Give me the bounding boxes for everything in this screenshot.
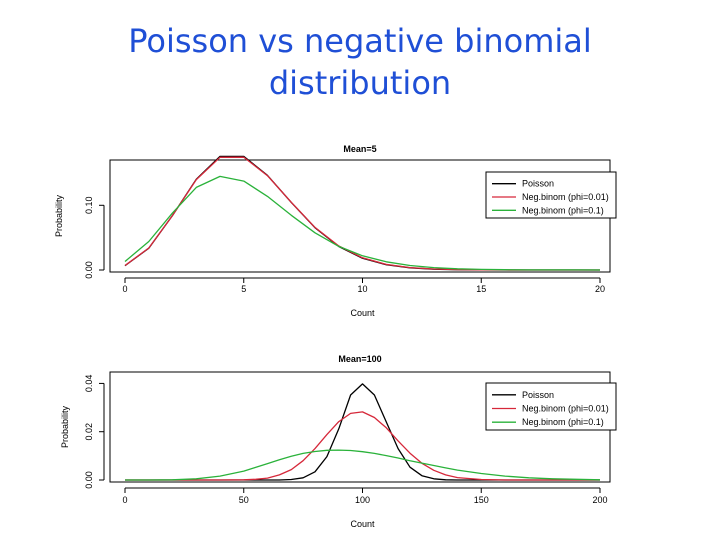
chart2-legend-label: Neg.binom (phi=0.1) <box>522 417 604 427</box>
chart1-title: Mean=5 <box>343 144 376 154</box>
chart1-legend-label: Neg.binom (phi=0.1) <box>522 205 604 215</box>
chart1-x-tick-label: 0 <box>122 284 127 294</box>
chart2-y-axis-label: Probability <box>60 405 70 448</box>
slide-title: Poisson vs negative binomial distributio… <box>0 20 720 104</box>
chart2-x-tick-label: 100 <box>355 495 370 505</box>
chart2-y-tick-label: 0.00 <box>84 471 94 489</box>
chart2-x-tick-label: 50 <box>239 495 249 505</box>
chart2-x-tick-label: 0 <box>122 495 127 505</box>
chart1-x-axis-label: Count <box>350 308 375 318</box>
chart2-y-tick-label: 0.02 <box>84 423 94 441</box>
chart1-x-tick-label: 20 <box>595 284 605 294</box>
chart2-legend-label: Neg.binom (phi=0.01) <box>522 404 609 414</box>
chart2-series-line-2 <box>125 411 600 481</box>
chart1-x-tick-label: 15 <box>476 284 486 294</box>
chart1-y-axis-label: Probability <box>54 194 64 237</box>
chart2-y-tick-label: 0.04 <box>84 375 94 393</box>
slide-title-line1: Poisson vs negative binomial <box>128 22 592 60</box>
chart2-x-axis-label: Count <box>350 519 375 529</box>
slide-title-line2: distribution <box>268 64 452 102</box>
chart1-legend-label: Neg.binom (phi=0.01) <box>522 192 609 202</box>
chart1-x-tick-label: 5 <box>241 284 246 294</box>
chart1-series-line-3 <box>124 175 601 271</box>
chart1-y-tick-label: 0.00 <box>84 261 94 279</box>
chart1-y-tick-label: 0.10 <box>84 197 94 215</box>
chart1-legend-label: Poisson <box>522 179 554 189</box>
chart2-x-tick-label: 150 <box>474 495 489 505</box>
chart2-title: Mean=100 <box>338 354 381 364</box>
chart2-x-tick-label: 200 <box>592 495 607 505</box>
chart2-series-line-3 <box>125 449 601 481</box>
chart2-legend-label: Poisson <box>522 390 554 400</box>
chart1-x-tick-label: 10 <box>357 284 367 294</box>
